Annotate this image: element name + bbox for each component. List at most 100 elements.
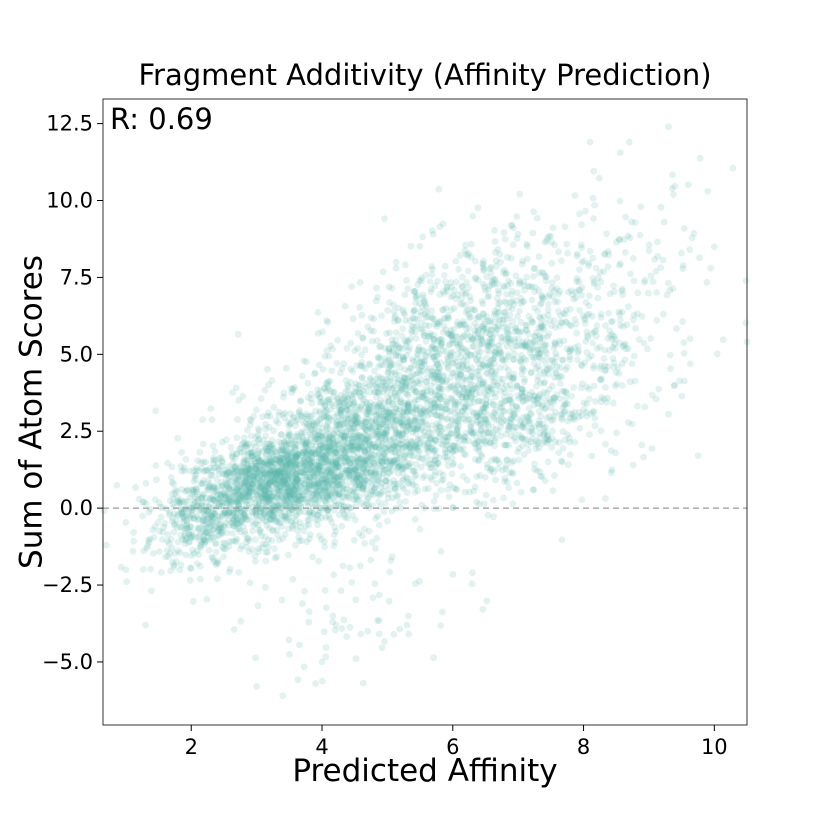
scatter-point (302, 495, 309, 503)
scatter-point (321, 543, 328, 551)
scatter-point (177, 463, 185, 470)
scatter-point (257, 505, 265, 512)
scatter-point (269, 452, 277, 460)
scatter-point (299, 468, 307, 475)
scatter-point (347, 419, 355, 427)
scatter-point (491, 280, 498, 288)
scatter-point (320, 463, 328, 471)
scatter-point (307, 417, 315, 425)
scatter-point (415, 435, 422, 443)
scatter-point (285, 422, 293, 430)
scatter-point (232, 476, 240, 484)
scatter-point (275, 487, 283, 495)
scatter-point (381, 466, 388, 474)
scatter-point (260, 459, 268, 467)
scatter-point (275, 471, 282, 478)
scatter-point (258, 544, 266, 552)
scatter-point (292, 484, 300, 492)
scatter-point (323, 449, 331, 457)
scatter-point (232, 463, 240, 471)
scatter-point (349, 442, 356, 450)
scatter-point (321, 486, 329, 494)
scatter-point (562, 366, 569, 374)
scatter-point (412, 388, 419, 395)
scatter-point (431, 374, 438, 381)
scatter-point (372, 427, 380, 435)
scatter-point (255, 468, 262, 476)
scatter-point (360, 502, 368, 509)
scatter-point (431, 468, 439, 476)
scatter-point (292, 454, 300, 462)
scatter-point (343, 485, 351, 493)
scatter-point (366, 441, 373, 448)
scatter-point (315, 493, 322, 500)
scatter-point (208, 512, 215, 520)
scatter-point (514, 448, 521, 456)
scatter-point (208, 472, 216, 479)
scatter-point (259, 494, 266, 502)
scatter-point (384, 418, 392, 425)
scatter-point (434, 375, 442, 382)
scatter-point (506, 408, 513, 415)
scatter-point (450, 286, 458, 294)
scatter-point (171, 520, 178, 527)
scatter-point (384, 494, 392, 502)
scatter-point (457, 347, 465, 355)
scatter-point (179, 498, 187, 506)
scatter-point (285, 486, 293, 494)
scatter-point (321, 408, 328, 416)
scatter-point (430, 505, 438, 513)
scatter-point (178, 467, 186, 475)
scatter-point (411, 442, 419, 450)
scatter-point (238, 470, 246, 478)
scatter-point (399, 476, 406, 484)
scatter-point (256, 498, 263, 506)
scatter-point (265, 440, 273, 448)
scatter-point (413, 425, 421, 433)
scatter-point (174, 434, 182, 442)
scatter-point (239, 496, 247, 504)
scatter-point (412, 416, 419, 424)
scatter-point (244, 476, 252, 483)
scatter-point (431, 363, 438, 371)
scatter-point (314, 487, 322, 495)
scatter-point (275, 468, 283, 476)
scatter-point (258, 466, 266, 474)
scatter-point (311, 473, 318, 480)
scatter-point (627, 270, 634, 278)
scatter-point (241, 496, 249, 503)
scatter-point (238, 474, 246, 481)
scatter-point (346, 504, 353, 512)
scatter-point (362, 384, 370, 391)
scatter-point (602, 495, 609, 502)
scatter-point (267, 469, 274, 476)
scatter-point (322, 379, 330, 387)
scatter-point (265, 508, 273, 516)
scatter-point (250, 522, 257, 529)
scatter-point (318, 414, 325, 422)
scatter-point (366, 442, 374, 450)
scatter-point (520, 435, 528, 443)
scatter-point (464, 267, 472, 275)
scatter-point (542, 405, 549, 412)
scatter-point (266, 455, 273, 463)
scatter-point (413, 471, 420, 479)
scatter-point (348, 393, 356, 401)
scatter-point (482, 404, 489, 412)
scatter-point (385, 436, 393, 444)
scatter-point (713, 350, 721, 358)
scatter-point (243, 489, 250, 497)
scatter-point (426, 434, 434, 442)
scatter-point (345, 494, 353, 502)
scatter-point (390, 384, 397, 392)
scatter-point (139, 512, 146, 520)
scatter-point (296, 479, 304, 487)
scatter-point (291, 475, 299, 482)
scatter-point (324, 493, 331, 500)
scatter-point (297, 412, 305, 420)
scatter-point (448, 429, 456, 437)
scatter-point (355, 388, 363, 396)
scatter-point (289, 524, 296, 532)
scatter-point (591, 414, 599, 422)
scatter-point (382, 433, 389, 440)
